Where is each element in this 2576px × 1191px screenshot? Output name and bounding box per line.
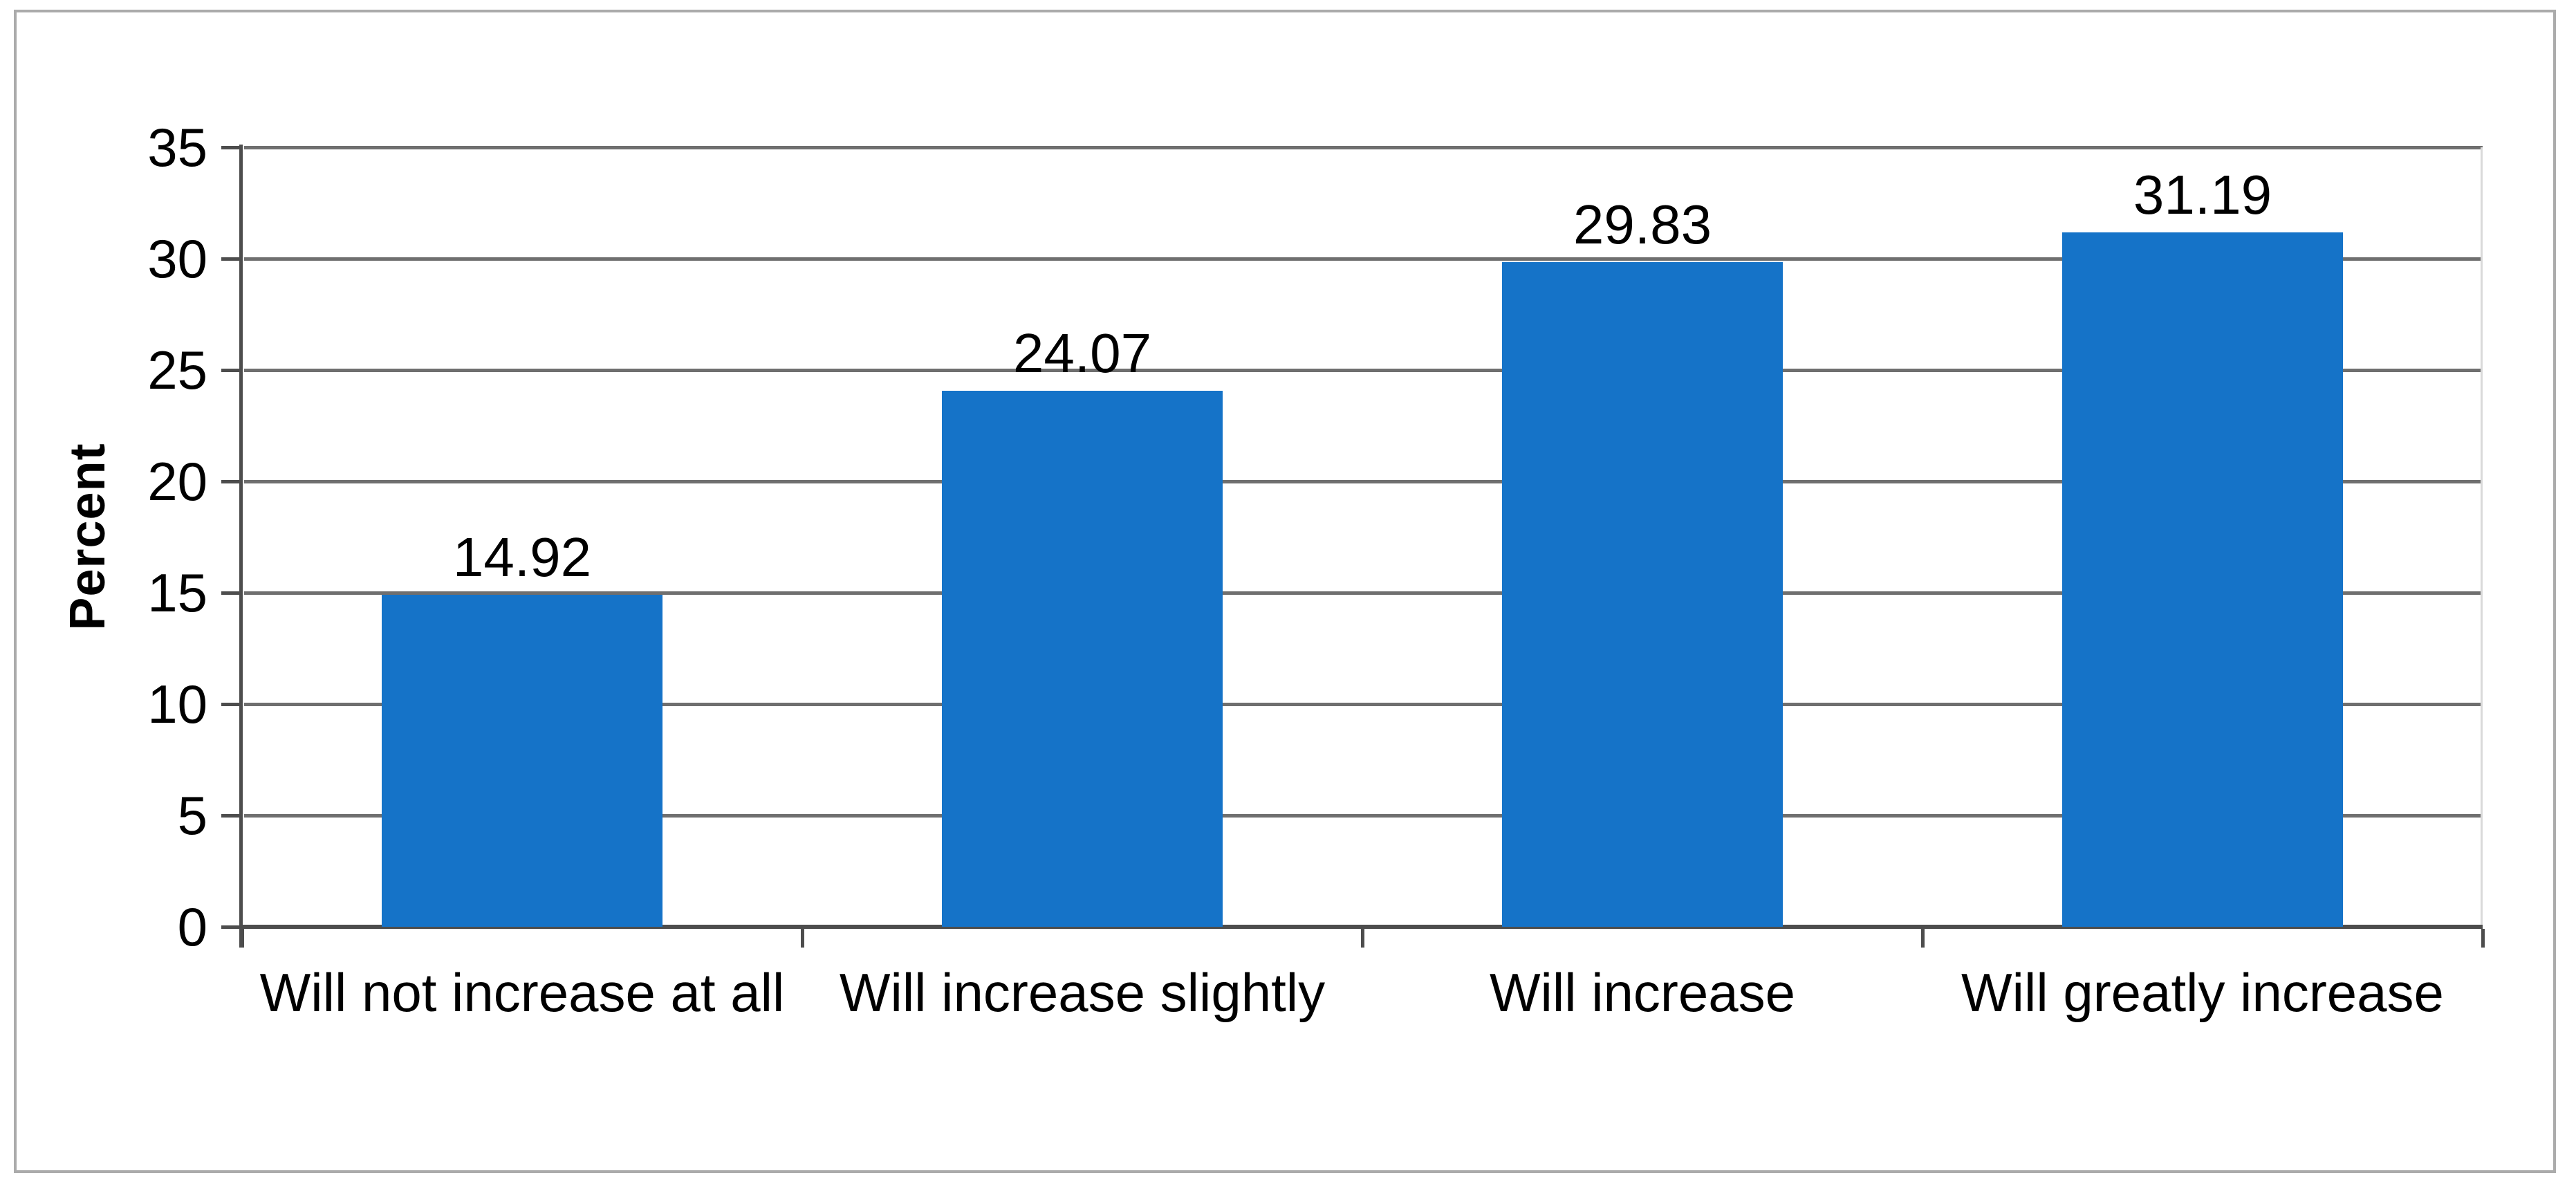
gridline bbox=[244, 814, 2483, 818]
gridline bbox=[244, 257, 2483, 261]
gridline bbox=[244, 591, 2483, 595]
y-axis-tick-label: 0 bbox=[177, 896, 207, 957]
x-category-label: Will greatly increase bbox=[1961, 962, 2444, 1023]
y-axis-tick bbox=[221, 146, 242, 149]
x-category-label: Will increase slightly bbox=[839, 962, 1326, 1023]
y-axis-tick bbox=[221, 369, 242, 372]
bar-4 bbox=[2062, 232, 2343, 927]
gridline bbox=[244, 480, 2483, 483]
bar-3 bbox=[1502, 262, 1783, 927]
bar-value-label: 14.92 bbox=[452, 526, 592, 588]
y-axis-tick bbox=[221, 591, 242, 595]
y-axis-tick bbox=[221, 257, 242, 261]
y-axis-tick-label: 25 bbox=[147, 340, 207, 400]
y-axis-tick bbox=[221, 925, 242, 929]
y-axis-tick-label: 20 bbox=[147, 451, 207, 512]
y-axis-tick-label: 5 bbox=[177, 785, 207, 846]
y-axis-tick-label: 30 bbox=[147, 228, 207, 289]
y-axis-tick-label: 15 bbox=[147, 562, 207, 623]
y-axis-tick-label: 10 bbox=[147, 674, 207, 735]
y-axis-tick bbox=[221, 814, 242, 818]
x-axis-tick bbox=[1361, 929, 1364, 948]
y-axis-line bbox=[239, 145, 243, 948]
y-axis-tick bbox=[221, 480, 242, 483]
gridline bbox=[244, 369, 2483, 372]
bar-value-label: 29.83 bbox=[1573, 194, 1712, 256]
gridline bbox=[244, 703, 2483, 706]
bar-value-label: 31.19 bbox=[2133, 163, 2272, 225]
bar-1 bbox=[382, 594, 662, 927]
x-category-label: Will not increase at all bbox=[259, 962, 785, 1023]
y-axis-tick-label: 35 bbox=[147, 117, 207, 178]
y-axis-tick bbox=[221, 703, 242, 706]
bar-value-label: 24.07 bbox=[1012, 322, 1152, 384]
x-category-label: Will increase bbox=[1489, 962, 1796, 1023]
x-axis-tick bbox=[2481, 929, 2485, 948]
x-axis-line bbox=[239, 925, 2483, 929]
plot-right-edge bbox=[2481, 147, 2483, 927]
x-axis-tick bbox=[1921, 929, 1925, 948]
gridline bbox=[244, 146, 2483, 149]
x-axis-tick bbox=[801, 929, 804, 948]
x-axis-tick bbox=[241, 929, 244, 948]
bar-2 bbox=[942, 390, 1223, 927]
